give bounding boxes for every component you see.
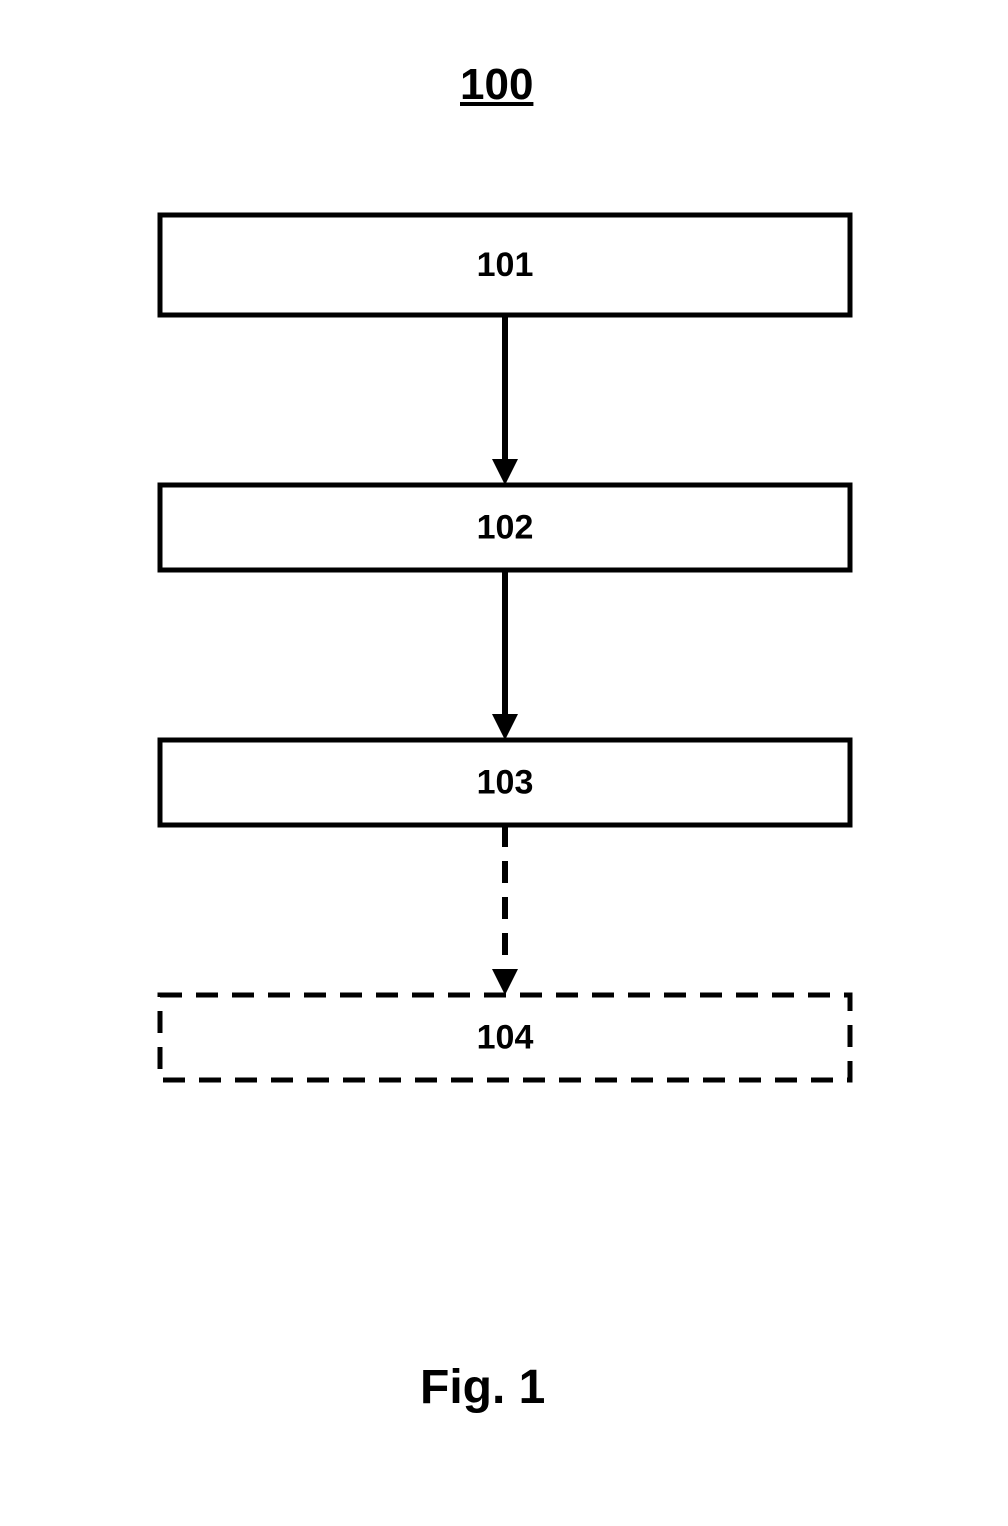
arrowhead-icon [492,459,518,485]
flow-node-label-103: 103 [477,764,534,802]
flowchart-container: 100 101102103104 Fig. 1 [0,0,1008,1526]
flowchart-svg: 101 102 103 104 [0,0,1008,1526]
arrowhead-icon [492,969,518,995]
arrowhead-icon [492,714,518,740]
flow-node-label-104: 104 [477,1019,534,1057]
figure-caption: Fig. 1 [420,1360,545,1415]
flow-node-label-101: 101 [477,246,534,284]
flow-node-label-102: 102 [477,509,534,547]
